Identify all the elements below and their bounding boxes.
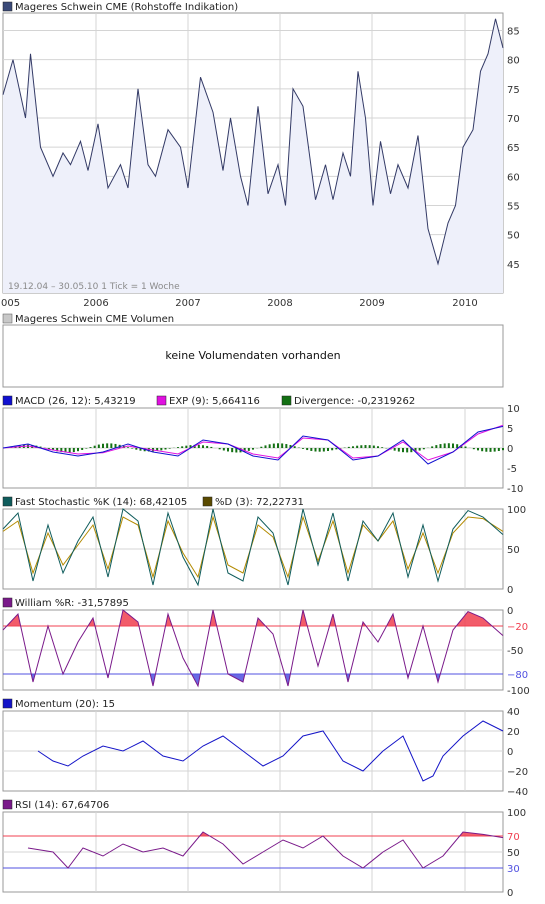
- y-tick-label: 20: [507, 727, 520, 738]
- y-tick-label: 10: [507, 404, 520, 415]
- legend-swatch: [202, 496, 213, 507]
- legend-entry: William %R: -31,57895: [15, 598, 129, 609]
- y-tick-label: 0: [507, 606, 513, 617]
- exp-line: [2, 424, 504, 461]
- momentum-panel: Momentum (20): 15 40 20 0 −20 −40: [2, 698, 528, 798]
- macd-line: [2, 425, 504, 465]
- legend-entry: Momentum (20): 15: [15, 699, 115, 710]
- price-x-tick-label: 005: [1, 298, 20, 309]
- legend-entry: EXP (9): 5,664116: [169, 396, 260, 407]
- y-tick-label: 70: [507, 832, 520, 843]
- price-y-tick-label: 85: [507, 27, 520, 38]
- y-tick-label: 0: [507, 444, 513, 455]
- y-tick-label: 100: [507, 505, 526, 516]
- y-tick-label: 0: [507, 888, 513, 899]
- y-tick-label: -100: [507, 686, 530, 697]
- y-tick-label: -50: [507, 646, 523, 657]
- price-x-tick-label: 2010: [452, 298, 477, 309]
- y-tick-label: −40: [507, 787, 528, 798]
- legend-swatch: [281, 395, 292, 406]
- y-tick-label: −80: [507, 670, 528, 681]
- volume-panel: Mageres Schwein CME Volumen keine Volume…: [2, 313, 504, 388]
- price-x-tick-label: 2008: [267, 298, 292, 309]
- y-tick-label: -10: [507, 484, 523, 495]
- price-panel: Mageres Schwein CME (Rohstoffe Indikatio…: [1, 1, 520, 309]
- y-tick-label: 0: [507, 747, 513, 758]
- legend-entry: %D (3): 72,22731: [215, 497, 304, 508]
- y-tick-label: −20: [507, 622, 528, 633]
- price-x-tick-label: 2009: [359, 298, 384, 309]
- y-tick-label: −20: [507, 767, 528, 778]
- legend-swatch: [2, 799, 13, 810]
- price-y-tick-label: 60: [507, 172, 520, 183]
- price-line: [2, 18, 504, 266]
- legend-swatch: [156, 395, 167, 406]
- price-range-note: 19.12.04 – 30.05.10 1 Tick = 1 Woche: [8, 282, 180, 292]
- volume-title: Mageres Schwein CME Volumen: [15, 314, 174, 325]
- legend-entry: MACD (26, 12): 5,43219: [15, 396, 136, 407]
- legend-entry: Fast Stochastic %K (14): 68,42105: [15, 497, 187, 508]
- y-tick-label: 30: [507, 864, 520, 875]
- legend-swatch: [2, 496, 13, 507]
- legend-entry: RSI (14): 67,64706: [15, 800, 109, 811]
- rsi-line: [27, 831, 504, 869]
- price-title: Mageres Schwein CME (Rohstoffe Indikatio…: [15, 2, 238, 13]
- legend-entry: Divergence: -0,2319262: [294, 396, 415, 407]
- y-tick-label: 50: [507, 545, 520, 556]
- william-line: [2, 609, 504, 688]
- y-tick-label: 40: [507, 707, 520, 718]
- price-x-tick-label: 2006: [83, 298, 108, 309]
- y-tick-label: -5: [507, 464, 517, 475]
- price-y-tick-label: 55: [507, 202, 520, 213]
- price-legend-swatch: [2, 1, 13, 12]
- stoch-k-line: [2, 508, 504, 587]
- price-y-tick-label: 70: [507, 114, 520, 125]
- price-y-tick-label: 50: [507, 231, 520, 242]
- y-tick-label: 50: [507, 848, 520, 859]
- volume-plot-frame: [2, 324, 504, 388]
- price-y-tick-label: 45: [507, 260, 520, 271]
- momentum-line: [37, 720, 504, 782]
- volume-no-data-message: keine Volumendaten vorhanden: [165, 349, 340, 362]
- price-y-tick-label: 65: [507, 143, 520, 154]
- legend-swatch: [2, 395, 13, 406]
- macd-panel: MACD (26, 12): 5,43219 EXP (9): 5,664116 D…: [2, 395, 523, 495]
- y-tick-label: 5: [507, 424, 513, 435]
- stochastic-panel: Fast Stochastic %K (14): 68,42105 %D (3):…: [2, 496, 526, 596]
- price-y-tick-label: 75: [507, 85, 520, 96]
- y-tick-label: 0: [507, 585, 513, 596]
- volume-legend-swatch: [2, 313, 13, 324]
- william-panel: William %R: -31,57895 0 −20 -50 −80 -100: [2, 597, 530, 697]
- price-y-tick-label: 80: [507, 56, 520, 67]
- y-tick-label: 100: [507, 808, 526, 819]
- price-x-tick-label: 2007: [175, 298, 200, 309]
- rsi-panel: RSI (14): 67,64706 100 70 50 30 0: [2, 799, 526, 899]
- legend-swatch: [2, 597, 13, 608]
- legend-swatch: [2, 698, 13, 709]
